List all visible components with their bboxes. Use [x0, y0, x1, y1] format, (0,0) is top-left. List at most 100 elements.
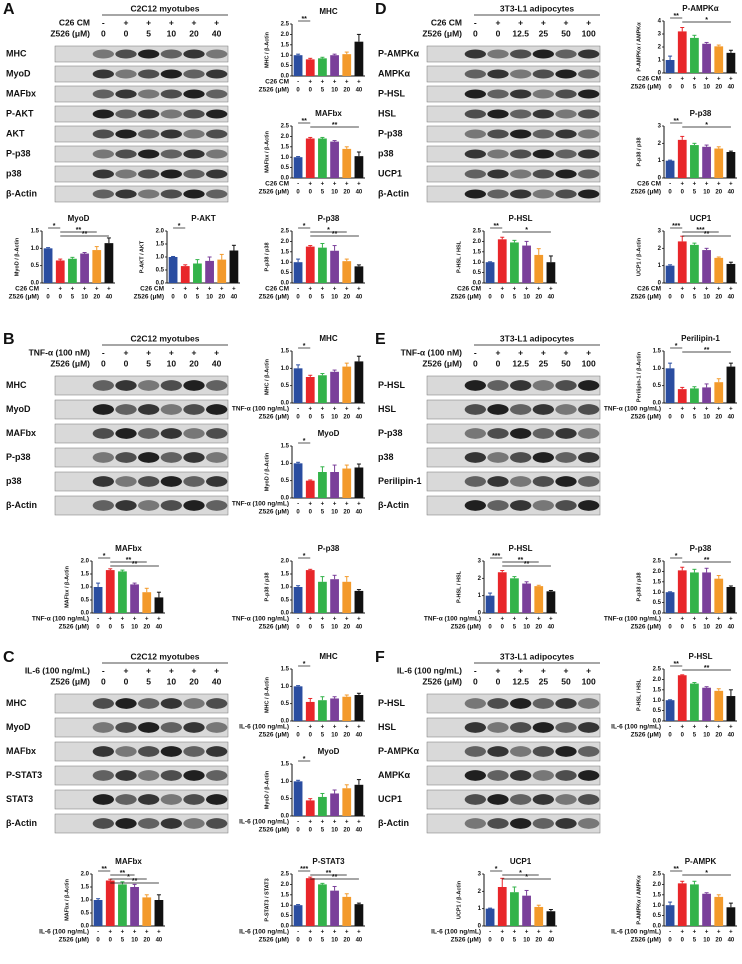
x-row-name: Z526 (μM)	[9, 294, 39, 301]
blot-band	[487, 698, 509, 709]
y-tick-label: 2	[658, 141, 662, 147]
condition-name: TNF-α (100 nM)	[401, 347, 463, 357]
blot-band	[555, 722, 577, 733]
blot-band	[578, 404, 600, 415]
y-tick-label: 1.5	[473, 249, 482, 255]
condition-label: +	[124, 665, 129, 675]
x-row-label: 40	[728, 295, 735, 301]
x-row-label: 0	[668, 295, 672, 301]
condition-label: -	[102, 17, 105, 27]
chart-title: P-p38	[318, 544, 340, 553]
band-label: p38	[6, 168, 22, 178]
y-tick-label: 1.0	[281, 461, 290, 467]
condition-label: 20	[189, 28, 199, 38]
blot-band	[464, 746, 486, 757]
blot-band	[115, 722, 137, 733]
blot-band	[464, 89, 486, 99]
condition-label: 20	[189, 676, 199, 686]
y-tick-label: 1.5	[281, 667, 290, 673]
bar	[118, 884, 127, 926]
x-row-name: IL-6 (100 ng/mL)	[239, 929, 289, 936]
x-row-label: 0	[501, 625, 505, 631]
blot-band	[115, 428, 137, 439]
significance-mark: **	[704, 231, 710, 238]
x-row-name: TNF-α (100 ng/mL)	[604, 406, 661, 413]
x-row-name: Z526 (μM)	[631, 732, 661, 739]
blot-band	[510, 149, 532, 159]
significance-mark: **	[326, 870, 332, 877]
y-tick-label: 0.5	[473, 270, 482, 276]
bar	[677, 675, 687, 721]
x-row-label: +	[705, 617, 709, 623]
bar	[330, 250, 339, 283]
band-label: β-Actin	[6, 818, 37, 828]
x-row-name: IL-6 (100 ng/mL)	[611, 724, 661, 731]
x-row-label: 5	[693, 415, 697, 421]
x-row-name: C26 CM	[637, 76, 661, 83]
blot-band	[555, 189, 577, 199]
x-row-label: -	[97, 930, 99, 936]
condition-label: 0	[101, 28, 106, 38]
y-axis-label: P-AMPKα / AMPKα	[636, 22, 642, 72]
blot-band	[160, 746, 182, 757]
condition-label: +	[586, 665, 591, 675]
panel-letter: D	[375, 1, 387, 18]
panel-letter: C	[3, 649, 15, 666]
x-row-label: 5	[196, 295, 200, 301]
x-row-label: 0	[668, 85, 672, 91]
y-tick-label: 3	[658, 124, 662, 130]
band-label: P-p38	[378, 128, 403, 138]
y-tick-label: 1.5	[81, 572, 90, 578]
x-row-label: +	[308, 182, 312, 188]
significance-mark: **	[673, 866, 679, 873]
bar	[330, 141, 339, 178]
x-row-name: Z526 (μM)	[631, 624, 661, 631]
x-row-label: 40	[356, 415, 363, 421]
blot-band	[532, 794, 554, 805]
x-row-label: -	[297, 80, 299, 86]
chart-title: Perilipin-1	[681, 334, 720, 343]
blot-band	[532, 169, 554, 179]
condition-label: +	[214, 347, 219, 357]
y-tick-label: 0.0	[156, 281, 165, 287]
condition-label: +	[124, 17, 129, 27]
blot-band	[92, 169, 114, 179]
y-tick-label: 0.0	[473, 281, 482, 287]
bar	[714, 257, 724, 283]
x-row-label: 0	[296, 510, 300, 516]
condition-label: 12.5	[512, 676, 529, 686]
blot-band	[578, 428, 600, 439]
y-tick-label: 0	[658, 176, 662, 182]
bar	[305, 878, 315, 926]
bar	[726, 263, 736, 283]
y-tick-label: 0.5	[281, 701, 290, 707]
x-row-name: C26 CM	[637, 286, 661, 293]
x-row-label: +	[513, 930, 517, 936]
x-row-label: 10	[131, 938, 138, 944]
significance-mark: **	[301, 118, 307, 125]
y-tick-label: 0.5	[653, 708, 662, 714]
condition-label: +	[146, 347, 151, 357]
chart-title: MAFbx	[315, 109, 342, 118]
blot-band	[578, 169, 600, 179]
condition-label: 40	[212, 676, 222, 686]
x-row-label: 10	[703, 295, 710, 301]
chart-title: MHC	[319, 652, 337, 661]
x-row-label: +	[333, 820, 337, 826]
blot-band	[138, 49, 160, 59]
condition-label: 10	[167, 676, 177, 686]
x-row-label: +	[133, 617, 137, 623]
bar	[318, 700, 327, 721]
significance-mark: *	[127, 874, 130, 881]
y-tick-label: 2.5	[281, 124, 290, 130]
band-label: p38	[378, 148, 394, 158]
bar	[677, 883, 687, 926]
y-tick-label: 1	[658, 58, 662, 64]
bar	[130, 584, 139, 613]
blot-band	[138, 770, 160, 781]
y-tick-label: 0.5	[653, 600, 662, 606]
blot-band	[115, 149, 137, 159]
x-row-label: 20	[343, 625, 350, 631]
condition-label: 50	[561, 358, 571, 368]
x-row-label: -	[297, 182, 299, 188]
